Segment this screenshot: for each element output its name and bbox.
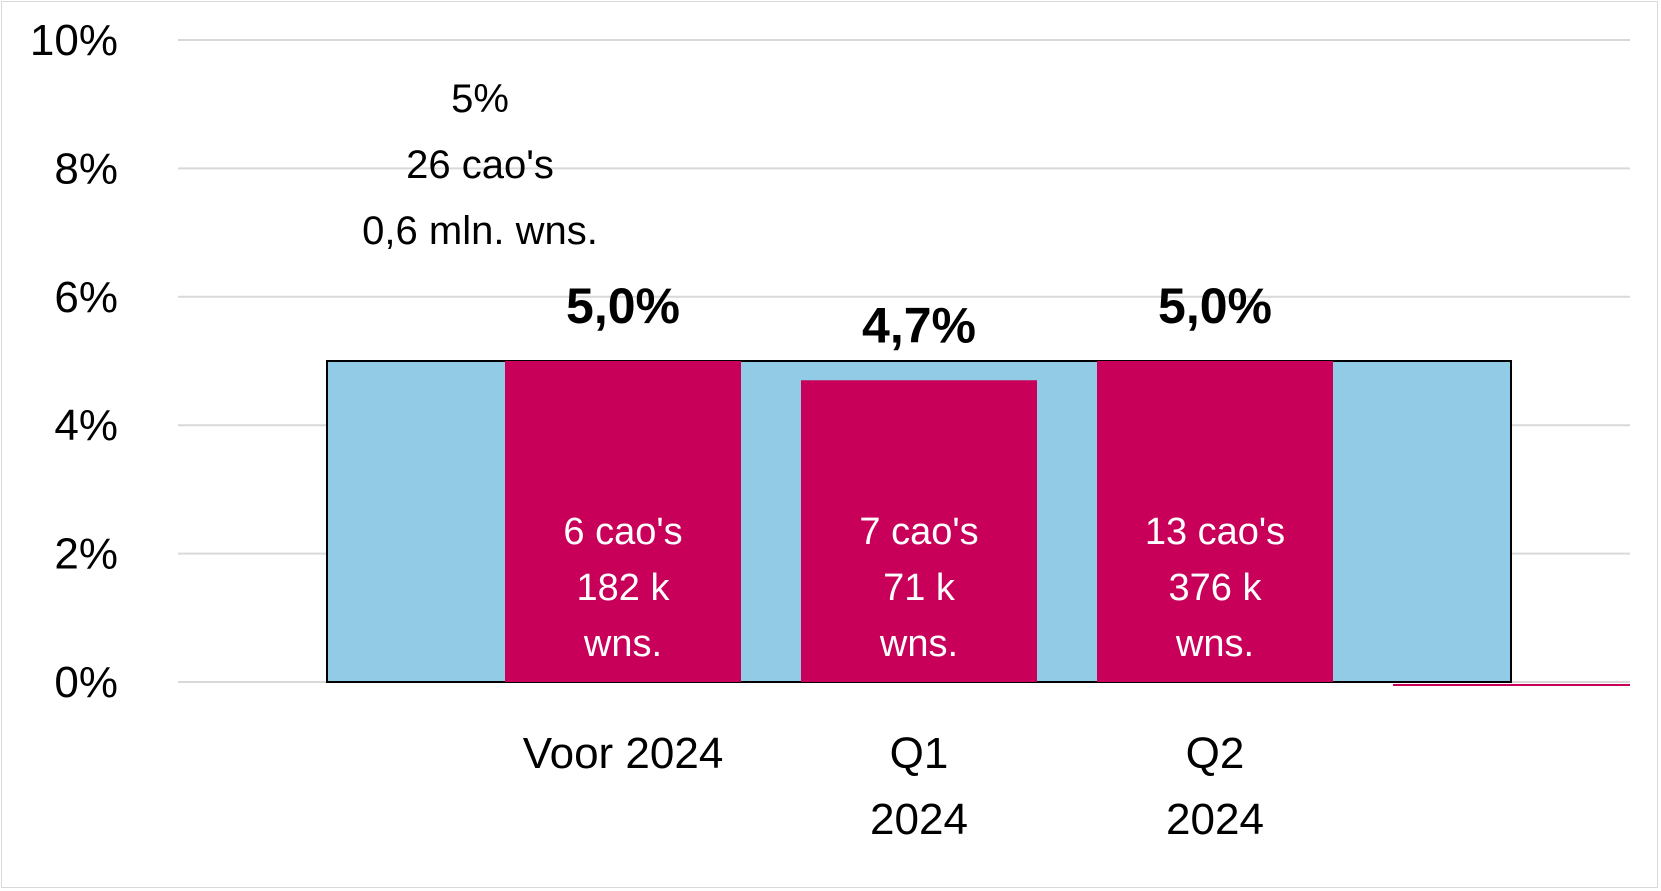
overall-label: 26 cao's xyxy=(406,143,554,187)
bar-inner-label: wns. xyxy=(583,623,662,665)
x-category-label: 2024 xyxy=(1166,795,1264,844)
x-category-label: Voor 2024 xyxy=(523,729,724,778)
overall-label: 0,6 mln. wns. xyxy=(362,209,598,253)
x-category-label: Q2 xyxy=(1186,729,1245,778)
bar xyxy=(1097,361,1333,682)
y-tick-label: 2% xyxy=(54,530,118,579)
y-tick-label: 10% xyxy=(30,16,118,65)
bar-inner-label: wns. xyxy=(1175,623,1254,665)
x-category-label: Q1 xyxy=(890,729,949,778)
bar-inner-label: 6 cao's xyxy=(563,511,682,553)
bar-inner-label: 13 cao's xyxy=(1145,511,1285,553)
bar xyxy=(505,361,741,682)
y-tick-label: 6% xyxy=(54,273,118,322)
x-category-label: 2024 xyxy=(870,795,968,844)
bar-value-label: 5,0% xyxy=(1158,278,1272,334)
bar-inner-label: wns. xyxy=(879,623,958,665)
y-tick-label: 8% xyxy=(54,144,118,193)
y-tick-label: 0% xyxy=(54,658,118,707)
y-tick-label: 4% xyxy=(54,401,118,450)
bar xyxy=(801,380,1037,682)
bar-value-label: 4,7% xyxy=(862,297,976,353)
bar-value-label: 5,0% xyxy=(566,278,680,334)
overall-label: 5% xyxy=(451,77,509,121)
bar-inner-label: 376 k xyxy=(1169,567,1263,609)
bar-inner-label: 7 cao's xyxy=(859,511,978,553)
bar-inner-label: 71 k xyxy=(883,567,956,609)
bar-inner-label: 182 k xyxy=(577,567,671,609)
